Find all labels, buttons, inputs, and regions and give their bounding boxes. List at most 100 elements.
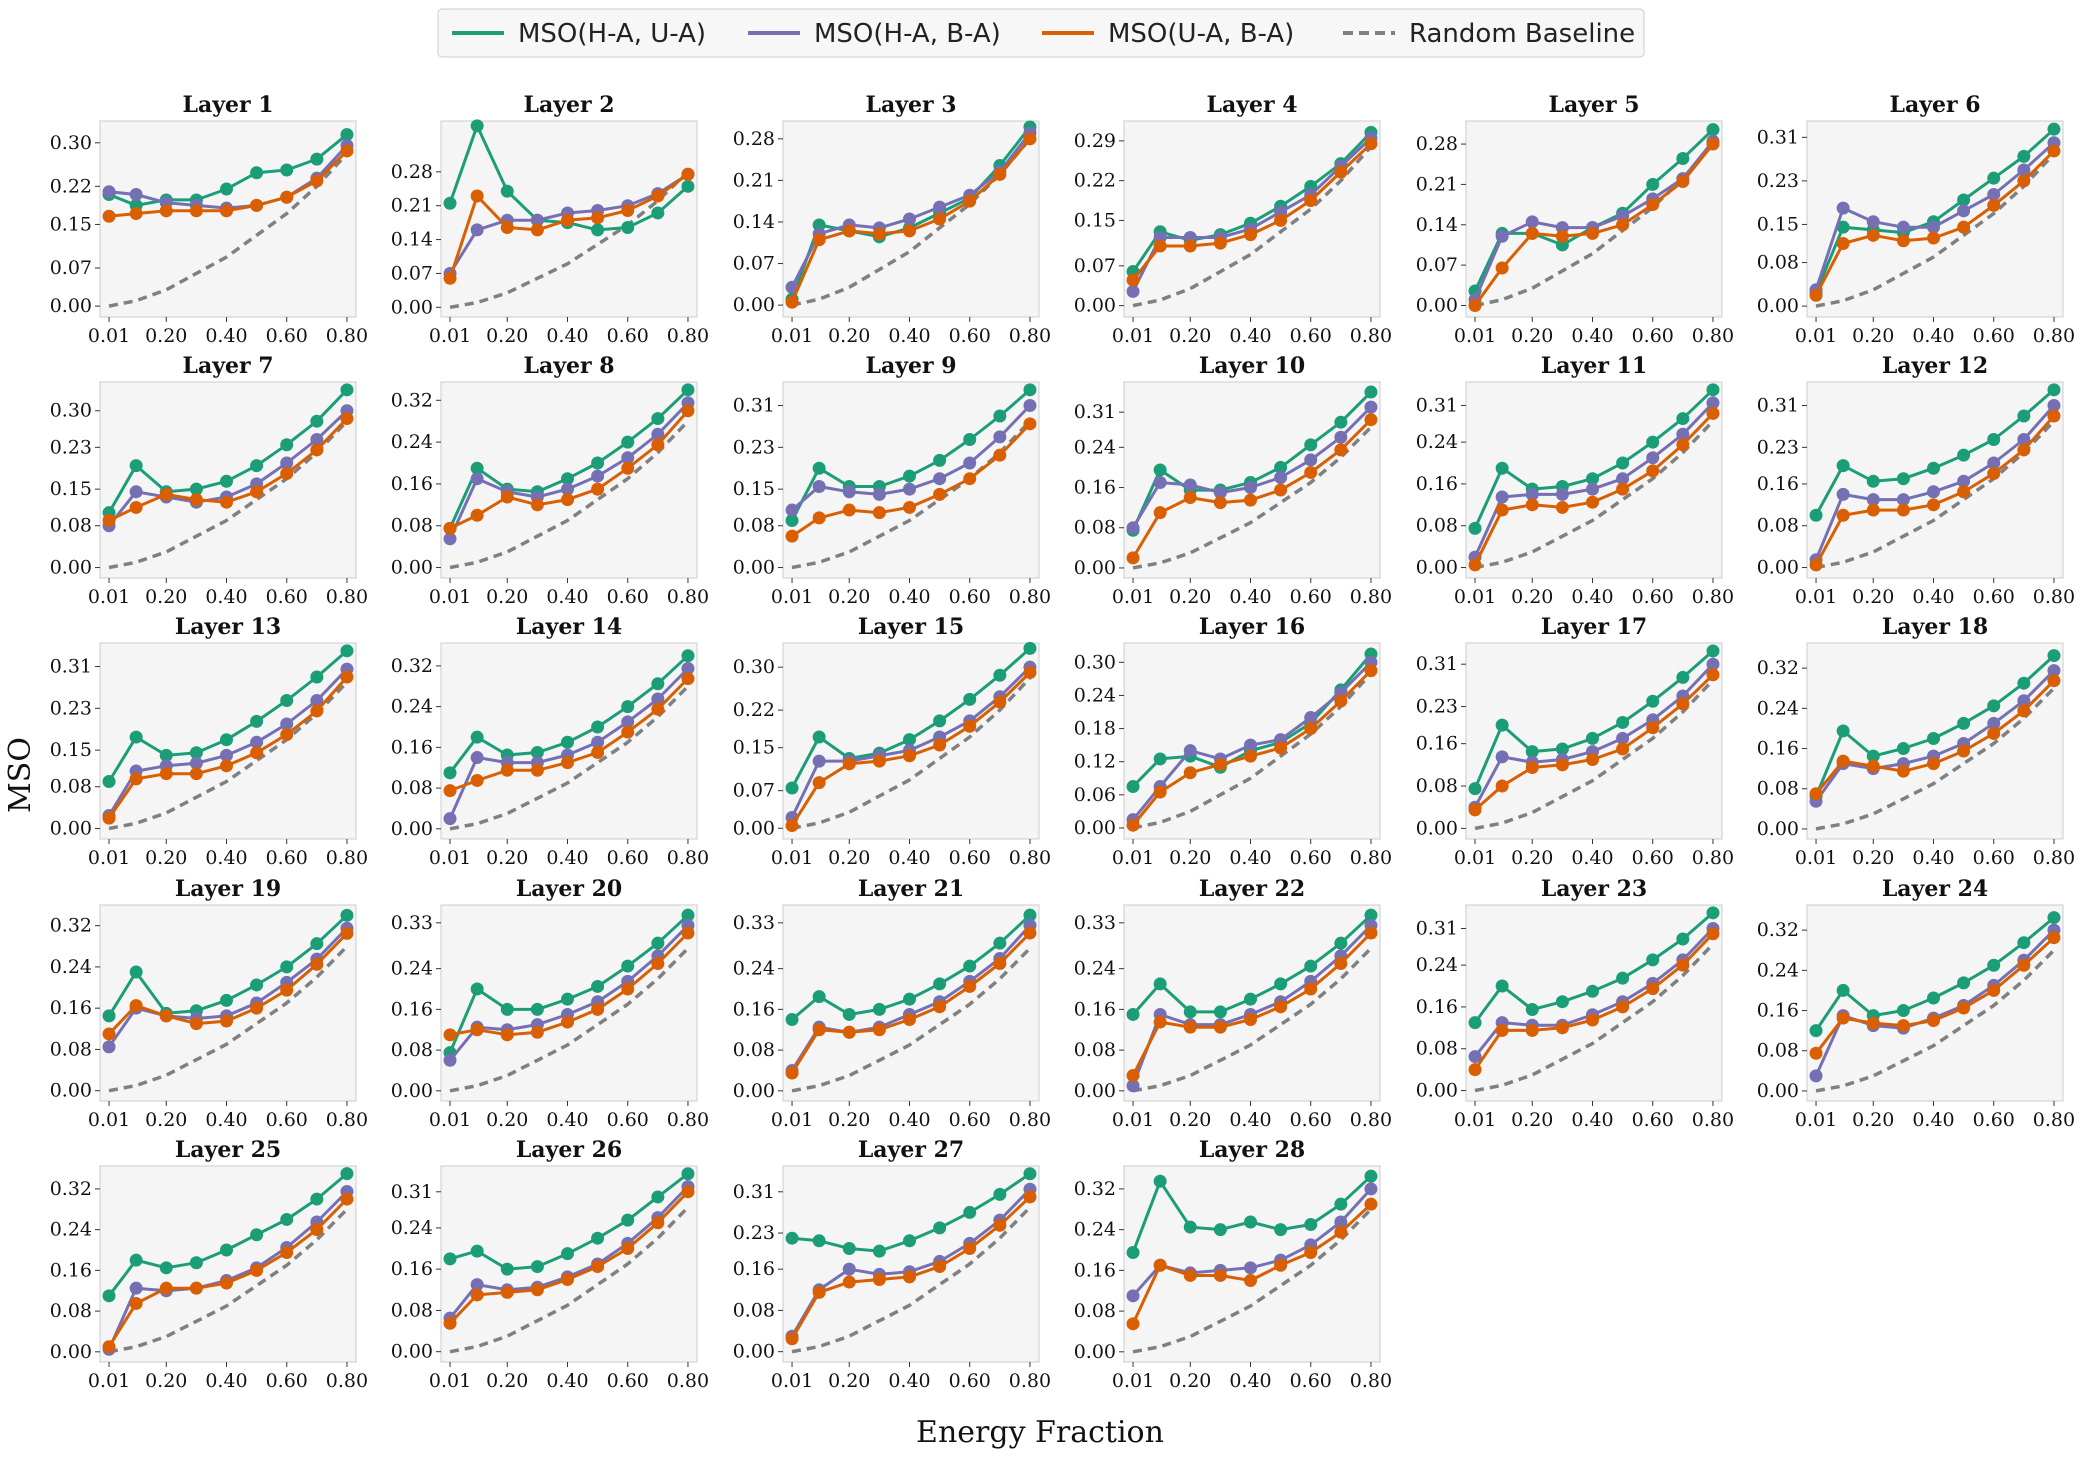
y-tick-label: 0.00 <box>391 296 433 318</box>
data-point-hb <box>812 480 826 494</box>
data-point-hb <box>1243 738 1257 752</box>
data-point-hu <box>1616 971 1630 985</box>
panel-title: Layer 1 <box>182 92 273 118</box>
data-point-ub <box>1274 1258 1288 1272</box>
data-point-hu <box>591 1231 605 1245</box>
x-tick-label: 0.60 <box>266 1370 308 1392</box>
x-tick-label: 0.20 <box>1511 586 1553 608</box>
x-tick-label: 0.80 <box>667 1109 709 1131</box>
data-point-hb <box>1304 453 1318 467</box>
data-point-hu <box>1364 908 1378 922</box>
data-point-ub <box>963 719 977 733</box>
series-line-rb <box>449 170 690 310</box>
data-point-hb <box>560 482 574 496</box>
data-point-hb <box>1585 482 1599 496</box>
data-point-hu <box>651 1190 665 1204</box>
data-point-hu <box>1809 1024 1823 1038</box>
data-point-ub <box>785 819 799 833</box>
data-point-ub <box>500 1028 514 1042</box>
plot-area <box>1123 1165 1381 1363</box>
x-tick-label: 0.80 <box>2033 586 2075 608</box>
data-point-hu <box>2047 383 2061 397</box>
data-point-ub <box>443 1316 457 1330</box>
data-point-ub <box>1364 1197 1378 1211</box>
y-tick-label: 0.15 <box>733 737 775 759</box>
data-point-hu <box>530 745 544 759</box>
y-tick-label: 0.24 <box>1074 436 1116 458</box>
data-point-ub <box>621 204 635 218</box>
data-point-hu <box>1023 641 1037 655</box>
data-point-hb <box>530 213 544 227</box>
data-point-ub <box>872 1272 886 1286</box>
data-point-ub <box>250 198 264 212</box>
data-point-ub <box>1957 485 1971 499</box>
data-point-ub <box>1153 1015 1167 1029</box>
data-point-ub <box>785 295 799 309</box>
x-tick-label: 0.20 <box>1169 847 1211 869</box>
data-point-hu <box>681 1167 695 1181</box>
x-tick-label: 0.20 <box>828 847 870 869</box>
x-tick-label: 0.01 <box>429 325 471 347</box>
y-tick-label: 0.00 <box>1416 294 1458 316</box>
y-tick-label: 0.24 <box>391 431 433 453</box>
x-tick-label: 0.20 <box>486 586 528 608</box>
y-tick-label: 0.00 <box>1074 1080 1116 1102</box>
x-tick-label: 0.80 <box>1009 586 1051 608</box>
data-point-hb <box>993 430 1007 444</box>
y-tick-label: 0.16 <box>50 997 92 1019</box>
series-line-rb <box>108 152 349 308</box>
x-tick-label: 0.80 <box>1009 1370 1051 1392</box>
data-point-ub <box>681 1185 695 1199</box>
data-point-ub <box>1304 194 1318 208</box>
y-tick-label: 0.24 <box>1074 1219 1116 1241</box>
series-line-rb <box>791 137 1032 307</box>
data-point-hu <box>993 1187 1007 1201</box>
y-tick-label: 0.24 <box>391 1217 433 1239</box>
data-point-hb <box>1866 215 1880 229</box>
data-point-ub <box>993 167 1007 181</box>
data-point-hu <box>1304 438 1318 452</box>
y-tick-label: 0.08 <box>733 1039 775 1061</box>
panel-15: Layer 15 0.00 0.07 0.15 0.22 0.30 0.01 0.20 0.40… <box>733 614 1051 869</box>
data-point-hu <box>1126 1246 1140 1260</box>
data-point-hb <box>621 451 635 465</box>
panel-4: Layer 4 0.00 0.07 0.15 0.22 0.29 0.01 0.20 0.40 0… <box>1074 92 1392 347</box>
data-point-ub <box>1836 508 1850 522</box>
panel-title: Layer 9 <box>865 353 956 379</box>
panel-title: Layer 24 <box>1882 876 1988 902</box>
data-point-hu <box>159 1261 173 1275</box>
data-point-ub <box>1706 137 1720 151</box>
y-tick-label: 0.31 <box>733 1181 775 1203</box>
data-point-hu <box>1646 177 1660 191</box>
data-point-hb <box>280 456 294 470</box>
data-point-ub <box>1468 1063 1482 1077</box>
panel-title: Layer 13 <box>175 614 281 640</box>
data-point-ub <box>1866 228 1880 242</box>
x-tick-label: 0.20 <box>486 847 528 869</box>
y-tick-label: 0.28 <box>1416 133 1458 155</box>
y-tick-label: 0.00 <box>1074 817 1116 839</box>
x-tick-label: 0.40 <box>546 586 588 608</box>
data-point-ub <box>842 1025 856 1039</box>
data-point-ub <box>500 1285 514 1299</box>
data-point-ub <box>1023 132 1037 146</box>
data-point-hb <box>1495 750 1509 764</box>
y-tick-label: 0.08 <box>1416 515 1458 537</box>
y-tick-label: 0.32 <box>1757 919 1799 941</box>
data-point-hu <box>1646 953 1660 967</box>
data-point-hu <box>812 461 826 475</box>
x-tick-label: 0.80 <box>1692 325 1734 347</box>
y-tick-label: 0.00 <box>1074 1341 1116 1363</box>
data-point-hb <box>443 1053 457 1067</box>
panels-grid: Layer 1 0.00 0.07 0.15 0.22 0.30 0.01 0.20 0.40 0… <box>50 92 2075 1392</box>
data-point-ub <box>1525 1023 1539 1037</box>
x-tick-label: 0.01 <box>1112 325 1154 347</box>
data-point-hu <box>621 435 635 449</box>
data-point-ub <box>250 485 264 499</box>
y-tick-label: 0.16 <box>733 1258 775 1280</box>
x-tick-label: 0.80 <box>326 1109 368 1131</box>
data-point-ub <box>1495 1023 1509 1037</box>
data-point-ub <box>443 784 457 798</box>
data-point-hu <box>1957 976 1971 990</box>
data-point-hu <box>1495 979 1509 993</box>
